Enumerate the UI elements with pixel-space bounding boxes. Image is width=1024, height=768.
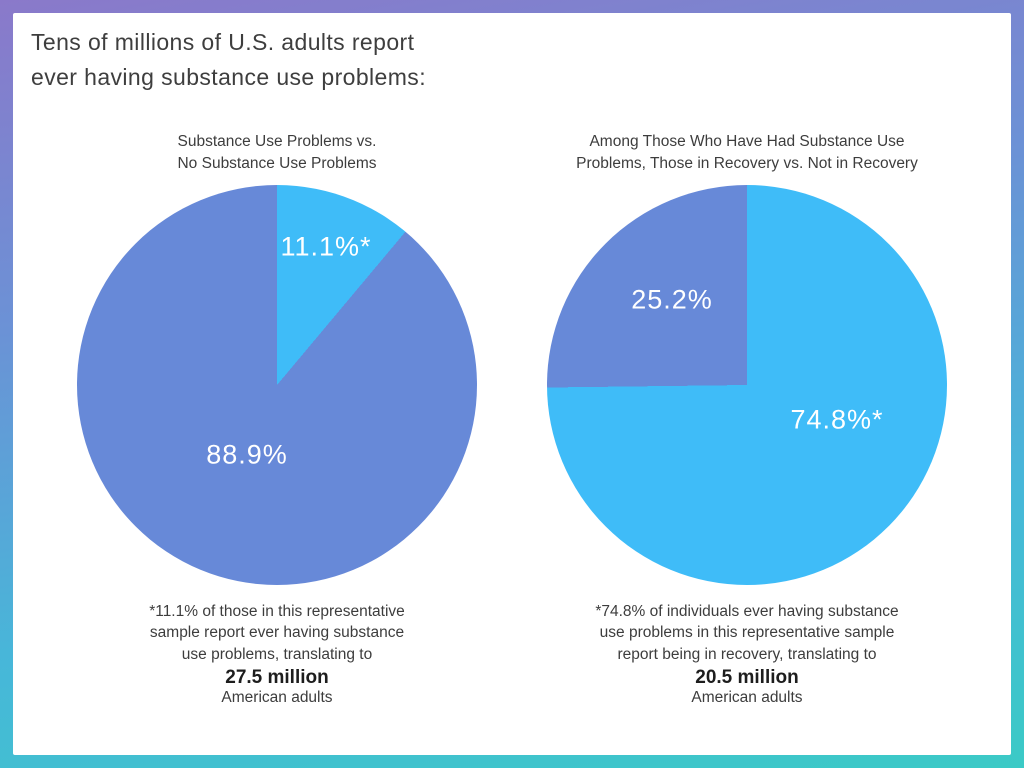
pie-chart-substance-use: 11.1%* 88.9% [77,185,477,585]
slice-label-not-in-recovery: 25.2% [631,284,713,315]
chart-column-recovery: Among Those Who Have Had Substance Use P… [512,131,982,707]
footnote-value-recovery: 20.5 million [695,667,799,689]
page-title: Tens of millions of U.S. adults report e… [31,29,426,90]
chart-column-substance-use: Substance Use Problems vs. No Substance … [42,131,512,707]
footnote-value-substance-use: 27.5 million [225,667,329,689]
charts-row: Substance Use Problems vs. No Substance … [13,131,1011,707]
slice-label-in-recovery: 74.8%* [790,404,884,435]
pie-chart-recovery: 74.8%* 25.2% [547,185,947,585]
content-area: Tens of millions of U.S. adults report e… [13,13,1011,755]
pie-title-recovery: Among Those Who Have Had Substance Use P… [576,133,918,172]
footnote-substance-use: *11.1% of those in this representative s… [149,603,405,663]
slice-label-no-substance-use-problems: 88.9% [206,439,288,470]
pie-title-substance-use: Substance Use Problems vs. No Substance … [177,133,377,172]
footnote-suffix-recovery: American adults [691,689,803,707]
footnote-recovery: *74.8% of individuals ever having substa… [595,603,899,663]
slice-label-substance-use-problems: 11.1%* [280,231,372,262]
footnote-suffix-substance-use: American adults [221,689,333,707]
